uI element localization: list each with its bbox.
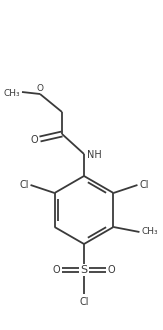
Text: O: O <box>52 265 60 275</box>
Text: O: O <box>30 135 38 145</box>
Text: O: O <box>108 265 116 275</box>
Text: CH₃: CH₃ <box>141 227 158 237</box>
Text: Cl: Cl <box>79 297 89 307</box>
Text: O: O <box>37 84 44 93</box>
Text: Cl: Cl <box>139 180 149 190</box>
Text: S: S <box>80 265 88 275</box>
Text: Cl: Cl <box>19 180 29 190</box>
Text: CH₃: CH₃ <box>3 88 20 97</box>
Text: NH: NH <box>87 150 102 160</box>
